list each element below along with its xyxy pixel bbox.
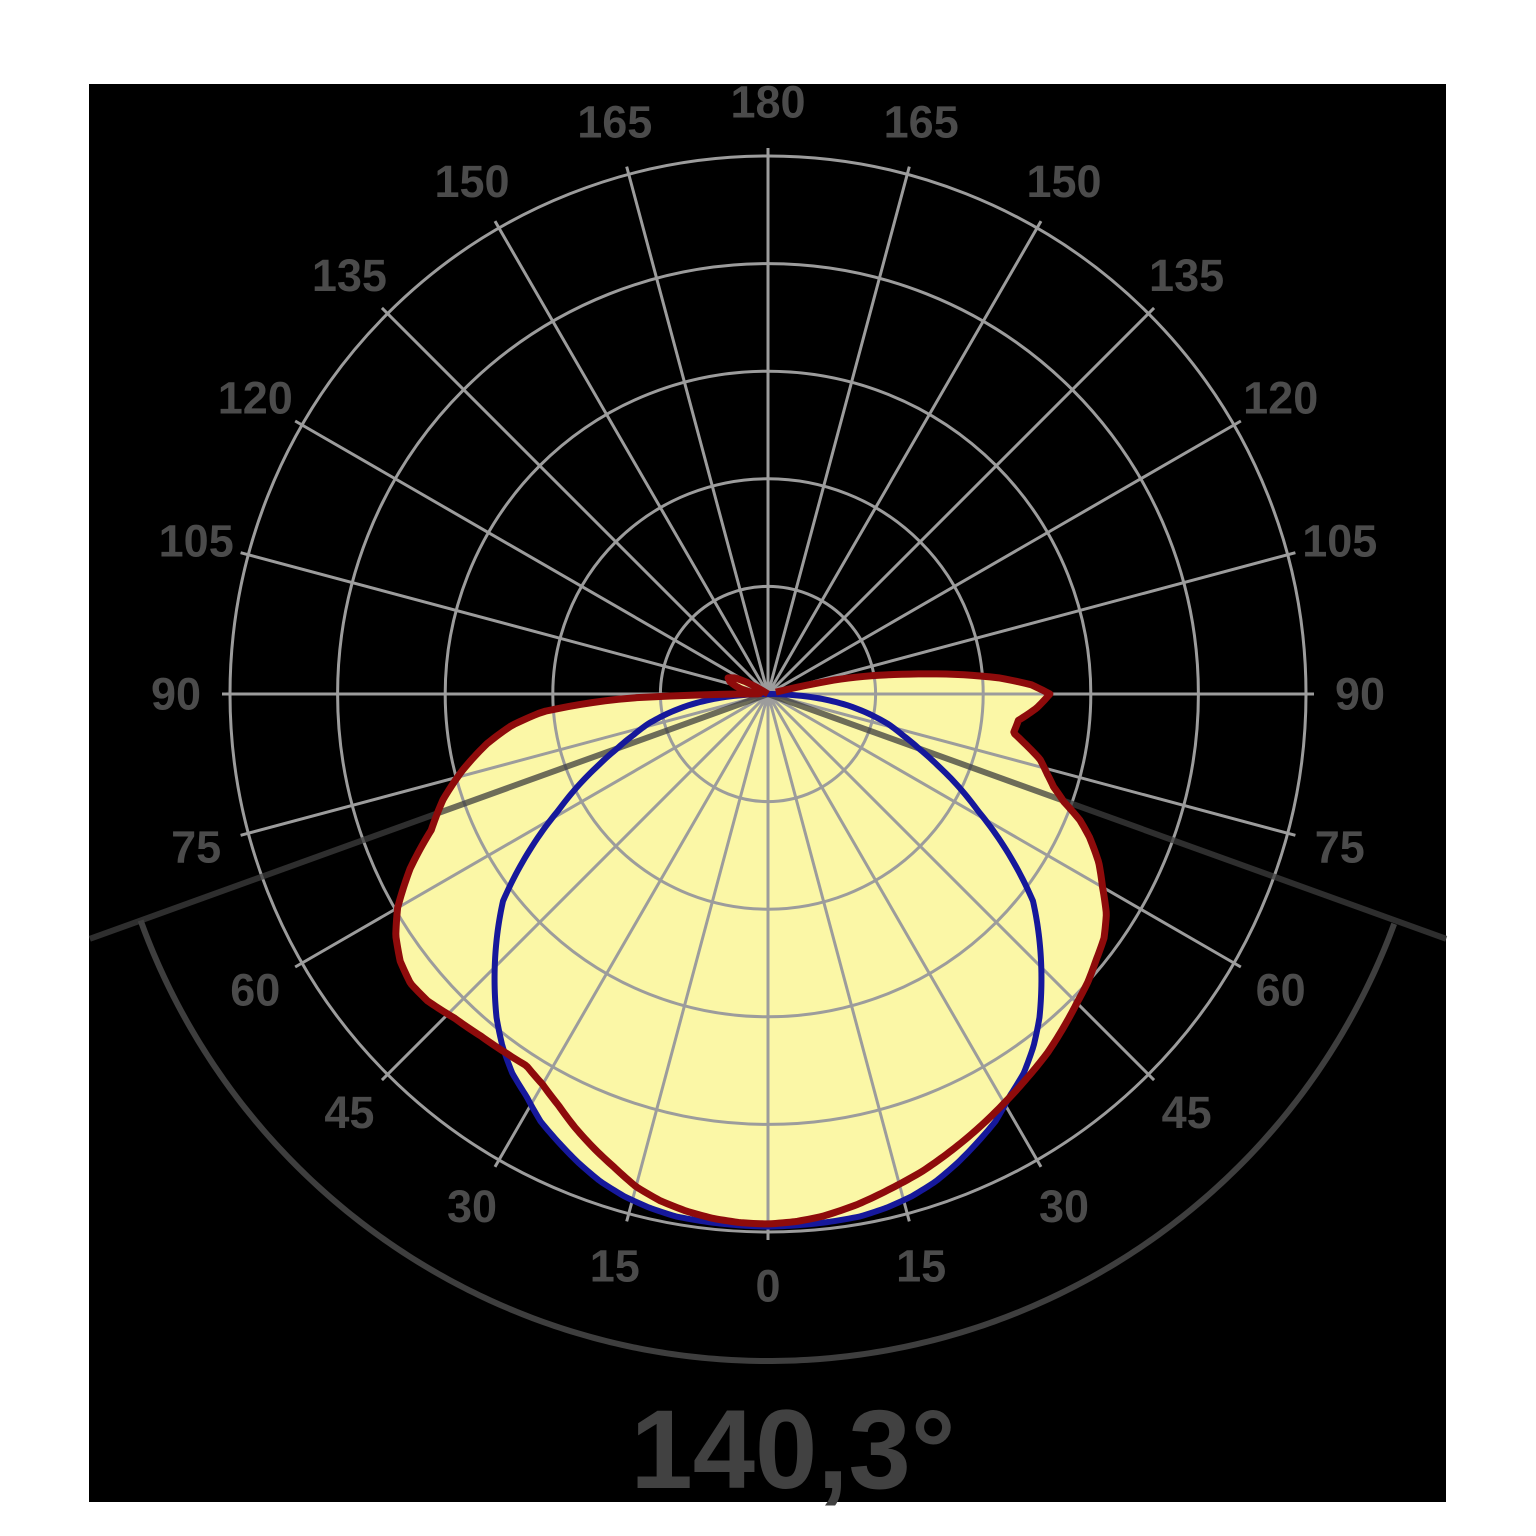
angle-label-90: 90 xyxy=(1335,669,1385,720)
angle-label-60: 60 xyxy=(1256,965,1306,1016)
angle-labels: 0 15 15 30 30 45 45 60 60 75 75 90 90 105 105 120 120 135… xyxy=(151,77,1385,1312)
grid-radial-line xyxy=(766,692,1156,1082)
angle-label-135: 135 xyxy=(312,250,387,301)
angle-label-180: 180 xyxy=(730,77,805,128)
grid-radial-line xyxy=(766,693,911,1222)
angle-label-150: 150 xyxy=(1026,156,1101,207)
beam-angle-value: 140,3° xyxy=(630,1387,955,1512)
beam-angle-indicator xyxy=(88,691,1448,1365)
grid-radial-line xyxy=(766,306,1156,696)
grid-radial-line xyxy=(767,419,1242,696)
angle-label-165: 165 xyxy=(577,97,652,148)
grid-radial-line xyxy=(625,693,770,1222)
angle-label-45: 45 xyxy=(1162,1087,1212,1138)
angle-label-90: 90 xyxy=(151,669,201,720)
grid-radial-line xyxy=(766,693,1043,1168)
angle-label-15: 15 xyxy=(896,1240,946,1291)
grid-radial-line xyxy=(380,306,770,696)
beam-angle-arc xyxy=(137,919,1397,1365)
grid-radial-line xyxy=(240,692,769,837)
angle-label-150: 150 xyxy=(434,156,509,207)
grid-radial-line xyxy=(493,693,770,1168)
beam-angle-line xyxy=(766,691,1448,942)
angle-label-120: 120 xyxy=(218,373,293,424)
angle-label-165: 165 xyxy=(884,97,959,148)
angle-label-75: 75 xyxy=(171,822,221,873)
grid-radial-line xyxy=(240,551,769,696)
grid-radial-line xyxy=(625,166,770,695)
distribution-fill xyxy=(395,673,1107,1227)
angle-label-30: 30 xyxy=(1039,1181,1089,1232)
grid-radial-line xyxy=(766,220,1043,695)
polar-grid xyxy=(222,148,1314,1240)
angle-label-60: 60 xyxy=(230,965,280,1016)
angle-label-105: 105 xyxy=(159,515,234,566)
grid-radial-line xyxy=(766,166,911,695)
angle-label-75: 75 xyxy=(1315,822,1365,873)
angle-label-120: 120 xyxy=(1243,373,1318,424)
angle-label-0: 0 xyxy=(755,1261,780,1312)
grid-radial-line xyxy=(767,692,1242,969)
grid-radial-line xyxy=(767,551,1296,696)
grid-radial-line xyxy=(294,419,769,696)
angle-label-45: 45 xyxy=(324,1087,374,1138)
chart-generated-content: 0 15 15 30 30 45 45 60 60 75 75 90 90 105 105 120 120 135… xyxy=(88,77,1448,1502)
grid-radial-line xyxy=(493,220,770,695)
angle-label-15: 15 xyxy=(590,1240,640,1291)
beam-angle-line xyxy=(88,691,770,942)
red-curve xyxy=(392,670,1110,1228)
grid-radial-line xyxy=(294,692,769,969)
angle-label-105: 105 xyxy=(1302,515,1377,566)
angle-label-135: 135 xyxy=(1149,250,1224,301)
angle-label-30: 30 xyxy=(447,1181,497,1232)
grid-radial-line xyxy=(767,692,1296,837)
